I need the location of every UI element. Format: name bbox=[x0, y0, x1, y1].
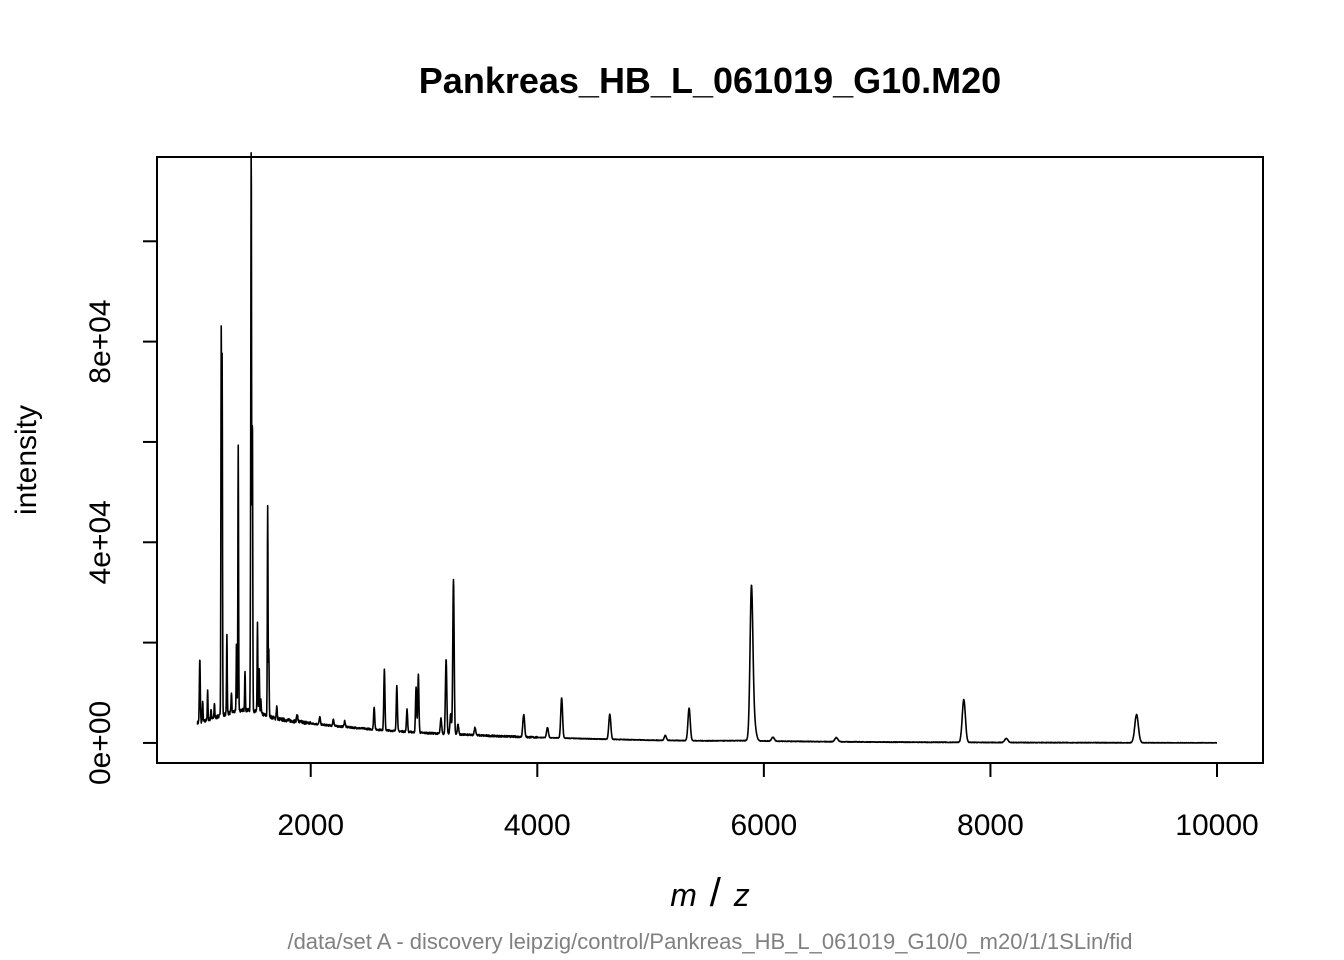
chart-title: Pankreas_HB_L_061019_G10.M20 bbox=[419, 60, 1001, 101]
x-axis-label-slash: / bbox=[710, 871, 722, 915]
x-tick-label: 10000 bbox=[1175, 809, 1258, 842]
x-tick-label: 8000 bbox=[957, 809, 1024, 842]
y-axis-label: intensity bbox=[10, 405, 43, 515]
y-axis: 0e+00 4e+04 8e+04 bbox=[84, 240, 158, 785]
x-axis-label-z: z bbox=[733, 877, 750, 913]
chart-subtitle: /data/set A - discovery leipzig/control/… bbox=[287, 929, 1132, 954]
x-tick-label: 6000 bbox=[730, 809, 797, 842]
y-tick-label: 8e+04 bbox=[84, 299, 117, 383]
y-tick-label: 4e+04 bbox=[84, 500, 117, 584]
x-axis: 2000 4000 6000 8000 10000 bbox=[277, 762, 1259, 842]
y-tick-label: 0e+00 bbox=[84, 701, 117, 785]
x-axis-label-m: m bbox=[670, 877, 697, 913]
plot-frame bbox=[156, 156, 1264, 764]
x-tick-label: 2000 bbox=[277, 809, 344, 842]
x-tick-label: 4000 bbox=[504, 809, 571, 842]
spectrum-line bbox=[196, 152, 1218, 744]
x-axis-label: m / z bbox=[670, 871, 750, 915]
